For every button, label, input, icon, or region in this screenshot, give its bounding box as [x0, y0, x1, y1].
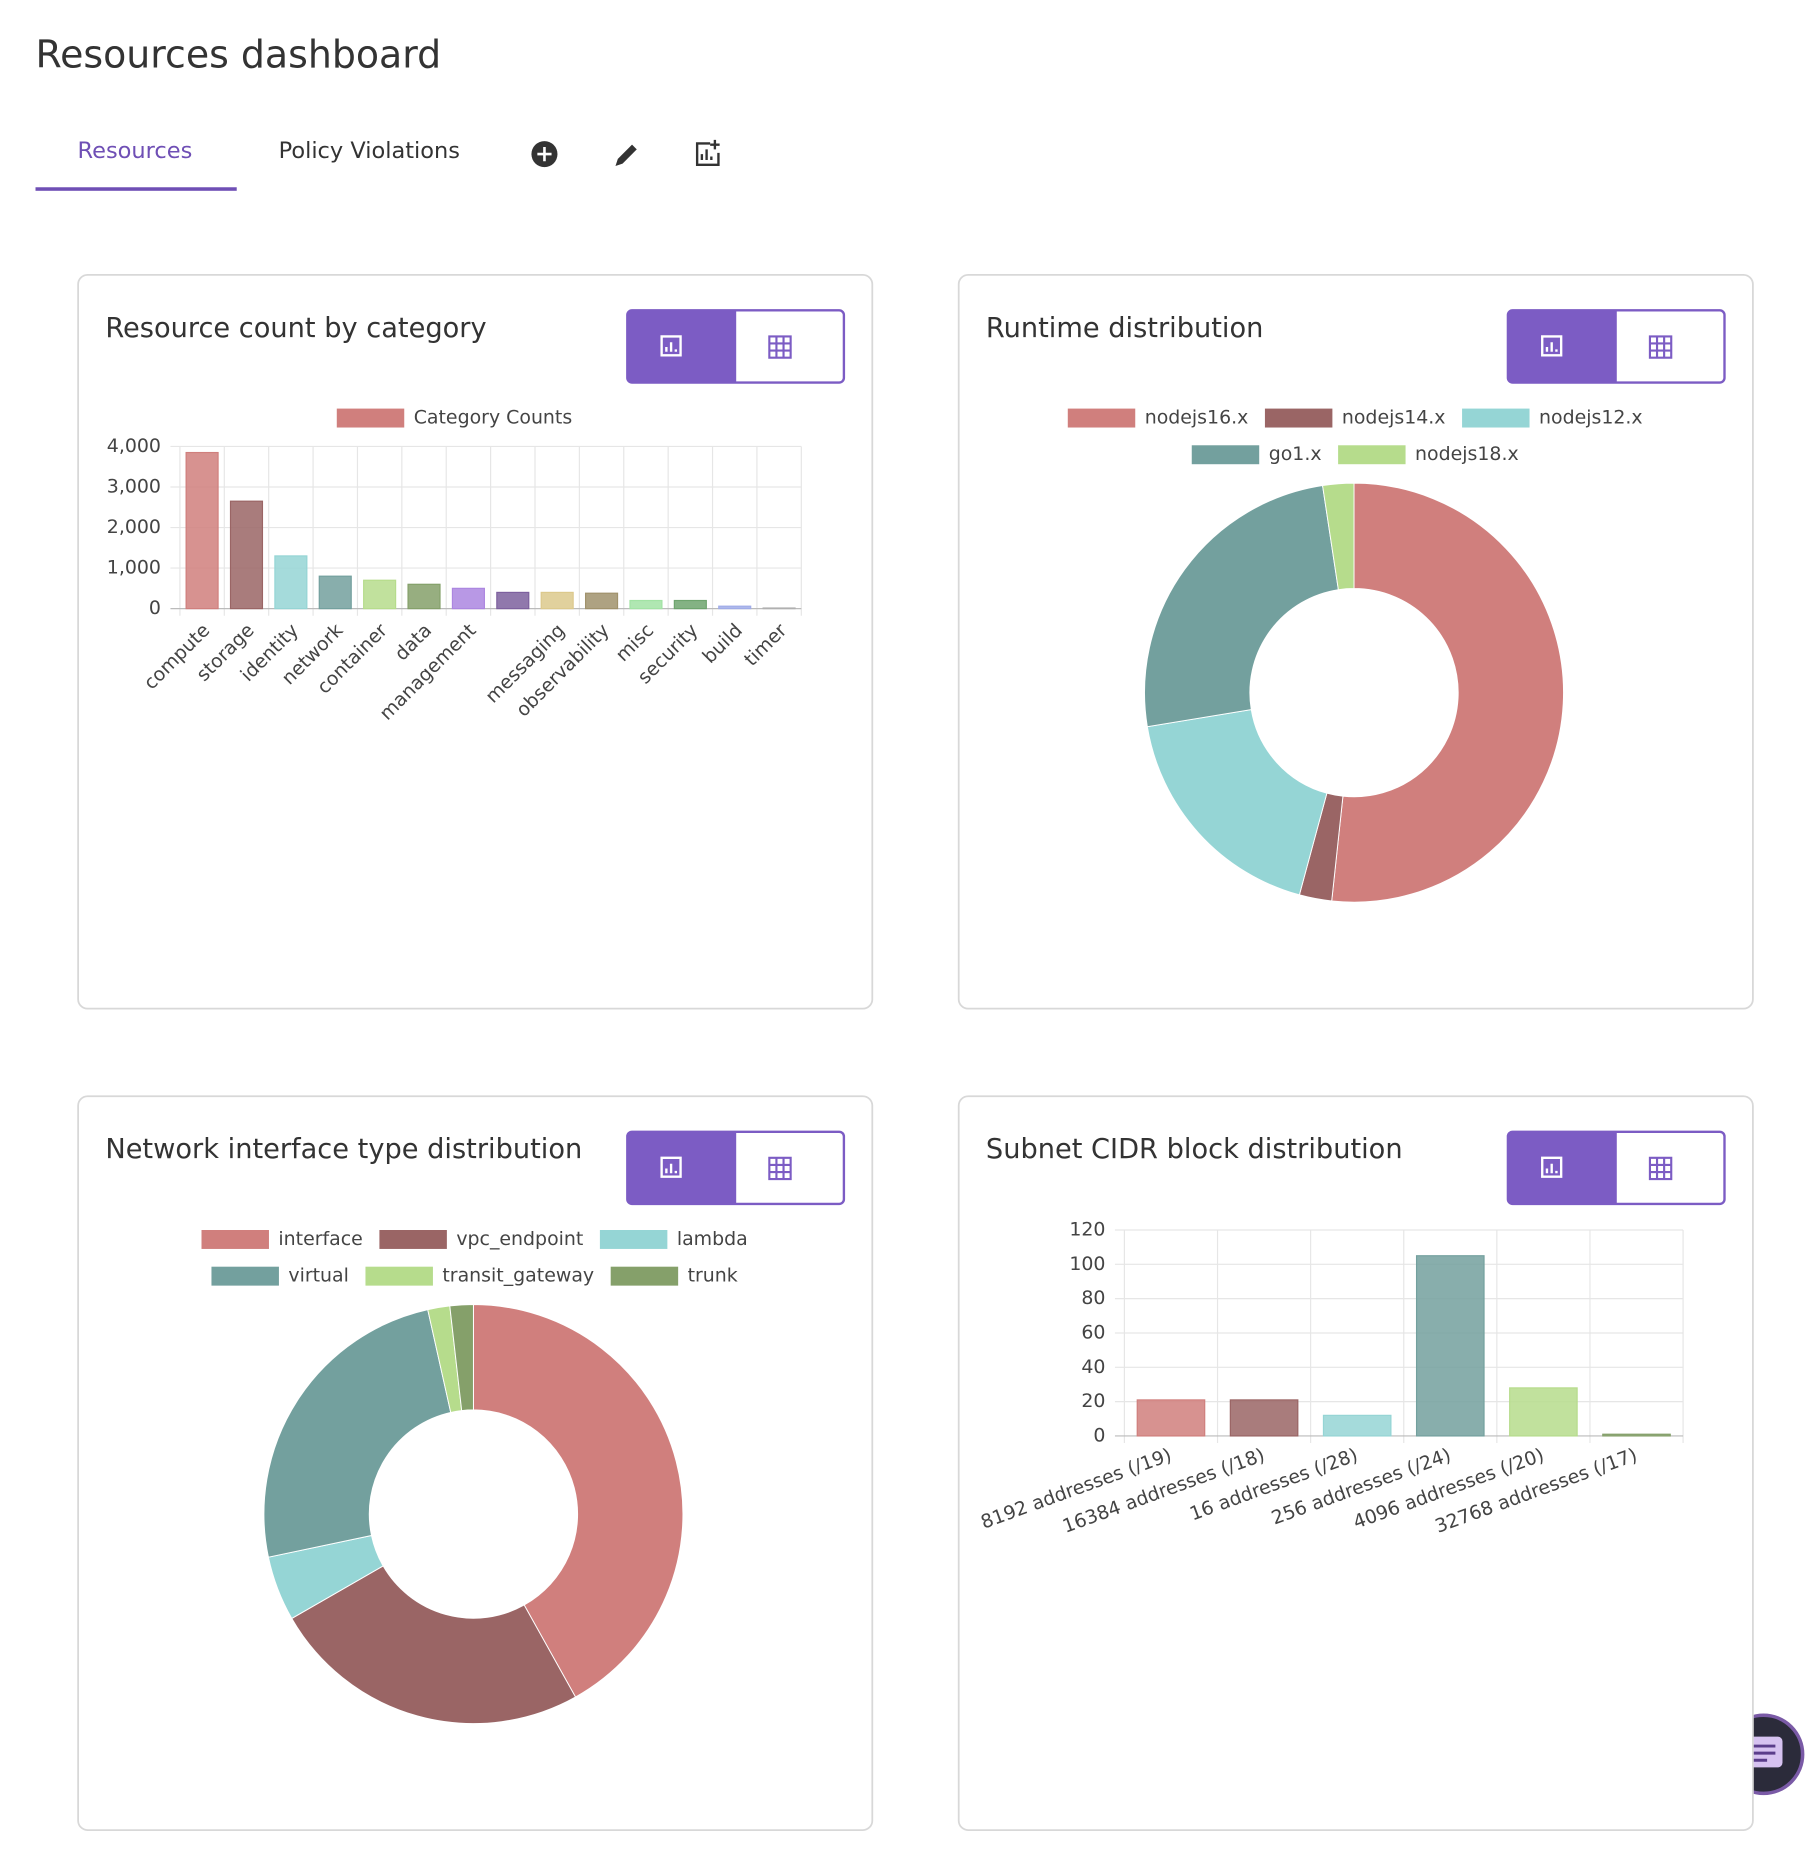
legend-label: go1.x [1269, 443, 1322, 465]
card-title: Network interface type distribution [105, 1134, 582, 1165]
legend-swatch [336, 408, 405, 428]
card [957, 1095, 1754, 1831]
legend-swatch [201, 1230, 269, 1249]
y-tick-label: 80 [1081, 1287, 1105, 1309]
bar [407, 583, 441, 610]
legend-label: Category Counts [414, 407, 573, 429]
card-title: Subnet CIDR block distribution [986, 1134, 1403, 1165]
chart-icon [660, 1156, 682, 1178]
chart-icon [1541, 335, 1563, 357]
tab[interactable]: Resources [78, 138, 193, 164]
legend-swatch [1462, 408, 1530, 428]
bar [185, 451, 219, 610]
add-chart-button[interactable] [695, 139, 720, 166]
legend-label: trunk [688, 1265, 738, 1287]
bar [1415, 1255, 1485, 1437]
tab[interactable]: Policy Violations [279, 138, 460, 164]
legend-swatch [599, 1230, 668, 1249]
y-tick-label: 60 [1081, 1321, 1105, 1343]
doughnut-slice [1331, 482, 1564, 903]
y-tick-label: 0 [149, 597, 161, 619]
edit-button[interactable] [615, 144, 637, 166]
doughnut-slice [472, 1304, 684, 1698]
add-button[interactable] [531, 141, 558, 168]
doughnut-slice [291, 1565, 577, 1725]
doughnut-slice [449, 1304, 474, 1412]
bar [1136, 1399, 1206, 1437]
bar [673, 599, 707, 610]
bar [1229, 1399, 1299, 1437]
bar [229, 500, 264, 610]
table-view-button[interactable] [768, 1156, 792, 1181]
table-view-button[interactable] [1648, 335, 1673, 359]
y-tick-label: 0 [1093, 1424, 1105, 1446]
legend-swatch [379, 1230, 447, 1249]
y-tick-label: 120 [1069, 1219, 1105, 1241]
legend-swatch [1264, 408, 1333, 428]
card [957, 273, 1754, 1010]
y-tick-label: 2,000 [107, 516, 161, 538]
card-title: Resource count by category [105, 313, 486, 344]
y-tick-label: 20 [1081, 1390, 1105, 1412]
bar [584, 592, 619, 610]
legend-label: nodejs14.x [1342, 407, 1446, 429]
doughnut-slice [1322, 482, 1355, 591]
legend-swatch [1067, 408, 1136, 428]
bar [318, 575, 352, 610]
legend-swatch [211, 1266, 279, 1286]
legend-label: transit_gateway [442, 1265, 594, 1287]
legend-label: nodejs12.x [1539, 407, 1643, 429]
y-tick-label: 4,000 [107, 435, 161, 457]
y-tick-label: 1,000 [107, 557, 161, 579]
bar [496, 591, 530, 610]
bar [718, 605, 752, 610]
bar [363, 579, 397, 610]
legend-label: nodejs18.x [1415, 443, 1519, 465]
legend-label: lambda [677, 1228, 748, 1250]
tab-underline [35, 187, 237, 191]
legend-label: nodejs16.x [1145, 407, 1249, 429]
page-title: Resources dashboard [36, 33, 442, 77]
legend-label: vpc_endpoint [456, 1228, 583, 1250]
bar [762, 607, 796, 610]
doughnut-slice [1146, 709, 1328, 896]
doughnut-slice [263, 1309, 452, 1558]
table-view-button[interactable] [1648, 1156, 1673, 1181]
legend-label: interface [278, 1228, 362, 1250]
card-title: Runtime distribution [986, 313, 1263, 344]
bar [540, 591, 574, 610]
y-tick-label: 100 [1069, 1253, 1105, 1275]
chart-icon [660, 335, 682, 357]
bar [451, 587, 485, 610]
legend-swatch [1338, 445, 1406, 465]
bar [1602, 1433, 1671, 1437]
bar [629, 599, 663, 610]
legend-label: virtual [288, 1265, 349, 1287]
doughnut-slice [1144, 484, 1339, 728]
card [77, 273, 874, 1010]
bar [274, 555, 308, 610]
legend-swatch [1191, 445, 1260, 465]
bar [1509, 1387, 1578, 1437]
table-view-button[interactable] [768, 335, 792, 359]
legend-swatch [365, 1266, 433, 1286]
y-tick-label: 3,000 [107, 475, 161, 497]
chart-icon [1541, 1156, 1563, 1178]
y-tick-label: 40 [1081, 1356, 1105, 1378]
bar [1322, 1414, 1392, 1437]
legend-swatch [610, 1266, 679, 1286]
